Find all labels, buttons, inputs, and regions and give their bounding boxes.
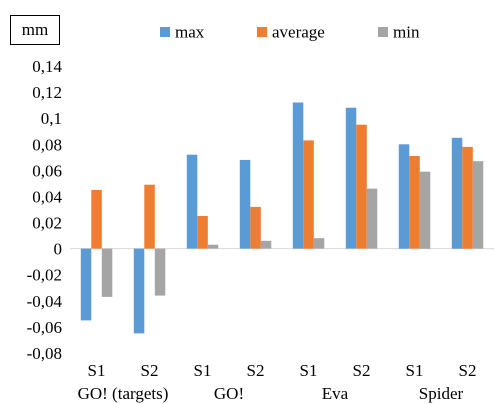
legend-label-max: max	[175, 23, 205, 42]
bars	[80, 102, 484, 334]
x-tick-label: S1	[406, 361, 424, 380]
y-tick-label: 0,1	[41, 109, 62, 128]
x-tick-label: S2	[353, 361, 371, 380]
legend-swatch-min	[378, 27, 388, 37]
bar-min	[207, 244, 219, 249]
bar-average	[356, 124, 367, 249]
bar-average	[409, 156, 420, 249]
bar-average	[144, 184, 155, 249]
y-tick-label: -0,08	[27, 344, 62, 363]
bar-max	[292, 102, 304, 249]
bar-max	[345, 107, 357, 249]
x-group-label: Eva	[322, 384, 349, 403]
y-tick-label: 0	[54, 240, 63, 259]
bar-average	[250, 206, 261, 249]
bar-min	[101, 248, 113, 297]
x-axis: S1 S2 S1 S2 S1 S2 S1 S2 GO! (targets) GO! Eva Spide…	[78, 361, 477, 403]
bar-max	[398, 144, 410, 249]
y-tick-label: -0,02	[27, 266, 62, 285]
x-tick-label: S2	[141, 361, 159, 380]
legend-label-average: average	[272, 23, 325, 42]
y-tick-label: 0,12	[32, 83, 62, 102]
unit-label: mm	[10, 15, 60, 45]
bar-max	[80, 248, 92, 321]
y-tick-label: -0,06	[27, 318, 62, 337]
bar-min	[419, 171, 431, 249]
bar-max	[186, 154, 198, 249]
x-tick-label: S2	[247, 361, 265, 380]
x-tick-label: S1	[194, 361, 212, 380]
legend-swatch-average	[257, 27, 267, 37]
bar-average	[303, 140, 314, 249]
legend: max average min	[160, 23, 420, 42]
x-group-label: GO!	[214, 384, 244, 403]
x-group-label: GO! (targets)	[78, 384, 169, 403]
y-tick-label: 0,04	[32, 187, 62, 206]
bar-min	[313, 238, 325, 249]
x-group-label: Spider	[419, 384, 464, 403]
bar-average	[462, 146, 473, 249]
legend-label-min: min	[393, 23, 420, 42]
x-tick-label: S2	[459, 361, 477, 380]
y-tick-label: 0,08	[32, 135, 62, 154]
bar-average	[91, 189, 102, 249]
bar-min	[154, 248, 166, 296]
y-tick-label: -0,04	[27, 292, 63, 311]
y-tick-label: 0,02	[32, 214, 62, 233]
bar-min	[366, 188, 378, 249]
bar-max	[451, 137, 463, 249]
bar-max	[133, 248, 145, 334]
y-tick-label: 0,06	[32, 161, 62, 180]
bar-min	[260, 240, 272, 249]
y-tick-label: 0,14	[32, 57, 62, 76]
x-tick-label: S1	[88, 361, 106, 380]
bar-average	[197, 216, 208, 249]
bar-max	[239, 159, 251, 249]
legend-swatch-max	[160, 27, 170, 37]
bar-min	[472, 161, 484, 249]
x-tick-label: S1	[300, 361, 318, 380]
